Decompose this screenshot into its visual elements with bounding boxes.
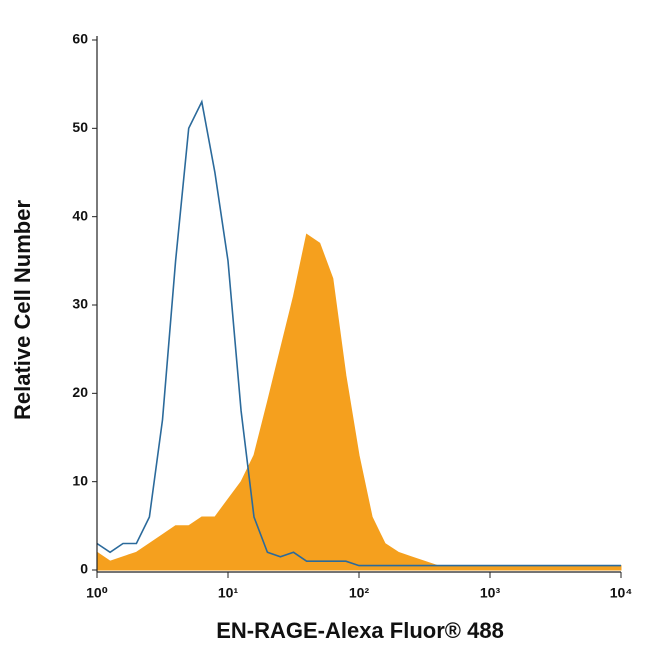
histogram-area — [96, 233, 622, 571]
x-tick-label: 10⁰ — [86, 585, 108, 601]
histogram-line — [96, 99, 621, 567]
x-tick-label: 10² — [349, 585, 370, 601]
y-tick-label: 50 — [72, 119, 88, 135]
y-tick-label: 30 — [72, 296, 88, 312]
y-tick-label: 10 — [72, 472, 88, 488]
x-tick-label: 10³ — [480, 585, 501, 601]
y-tick-label: 0 — [80, 561, 88, 577]
x-tick-label: 10⁴ — [610, 585, 633, 601]
x-tick-label: 10¹ — [218, 585, 239, 601]
y-tick-label: 60 — [72, 31, 88, 47]
x-axis-title: EN-RAGE-Alexa Fluor® 488 — [216, 618, 504, 643]
y-tick-label: 20 — [72, 384, 88, 400]
y-axis-title: Relative Cell Number — [10, 200, 35, 421]
y-tick-label: 40 — [72, 207, 88, 223]
